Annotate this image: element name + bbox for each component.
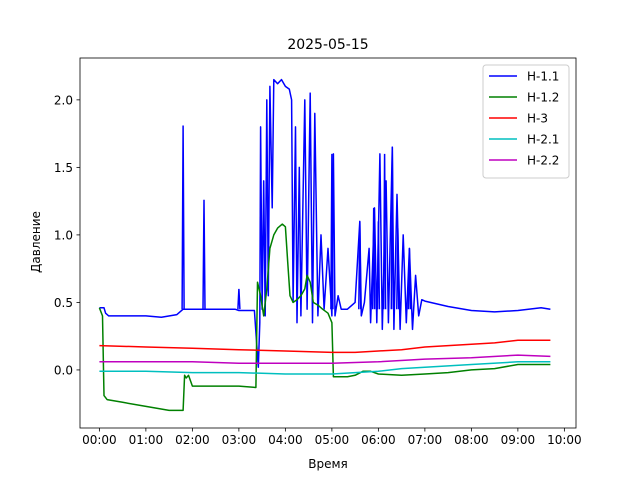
series-line-h-1-1 [99,78,551,368]
series-spike [371,207,376,310]
series-spike [237,288,241,310]
y-tick-label: 1.0 [54,228,73,242]
x-tick-label: 07:00 [408,433,443,447]
series-spike [202,199,206,310]
legend-label: H-3 [527,112,548,126]
legend-label: H-1.2 [527,91,559,105]
series-spike [376,221,381,310]
series-spike [390,147,395,310]
x-tick-label: 08:00 [454,433,489,447]
plot-frame [79,57,577,429]
legend-label: H-2.1 [527,133,559,147]
legend: H-1.1 H-1.2 H-3 H-2.1 H-2.2 [482,64,570,179]
x-tick-label: 09:00 [501,433,536,447]
y-tick-label: 0.0 [54,363,73,377]
x-axis-label: Время [308,457,348,471]
series-spike [358,221,362,310]
chart-title: 2025-05-15 [287,37,368,53]
series-spike [330,153,334,310]
x-tick-label: 03:00 [222,433,257,447]
plot-area [79,57,577,429]
legend-box [482,64,570,179]
y-axis: 0.0 0.5 1.0 1.5 2.0 [54,93,80,377]
series-spike [407,248,412,310]
legend-label: H-2.2 [527,154,559,168]
series-line-h-3 [99,339,551,354]
x-tick-label: 06:00 [361,433,396,447]
x-tick-label: 01:00 [129,433,164,447]
series-lines [98,78,551,412]
x-axis: 00:00 01:00 02:00 03:00 04:00 05:00 06:00 07:00… [82,428,582,447]
series-line-h-2-2 [99,354,551,364]
x-tick-label: 04:00 [268,433,303,447]
legend-label: H-1.1 [527,70,559,84]
x-tick-label: 10:00 [547,433,582,447]
series-line-h-2-1 [99,361,551,375]
y-tick-label: 2.0 [54,93,73,107]
y-axis-label: Давление [29,211,43,273]
series-spike [396,228,400,310]
x-tick-label: 00:00 [82,433,117,447]
x-tick-label: 05:00 [315,433,350,447]
y-tick-label: 0.5 [54,296,73,310]
y-tick-label: 1.5 [54,161,73,175]
x-tick-label: 02:00 [175,433,210,447]
series-spike [181,125,185,310]
series-spike [382,153,387,310]
